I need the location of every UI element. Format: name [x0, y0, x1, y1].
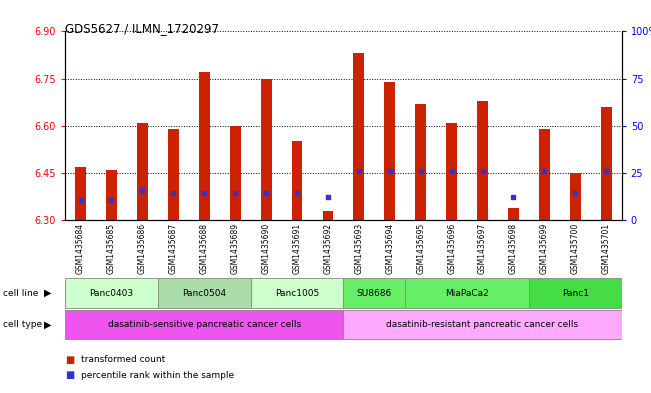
Bar [405, 279, 529, 308]
Text: Panc0504: Panc0504 [182, 289, 227, 298]
Text: GSM1435692: GSM1435692 [324, 223, 333, 274]
Text: transformed count: transformed count [81, 355, 165, 364]
Text: Panc1005: Panc1005 [275, 289, 319, 298]
Text: GSM1435687: GSM1435687 [169, 223, 178, 274]
Text: cell type: cell type [3, 320, 42, 329]
Bar [75, 167, 86, 220]
Bar [199, 72, 210, 220]
Bar [477, 101, 488, 220]
Text: SU8686: SU8686 [357, 289, 392, 298]
Text: Panc0403: Panc0403 [89, 289, 133, 298]
Text: GSM1435699: GSM1435699 [540, 223, 549, 274]
Text: GSM1435685: GSM1435685 [107, 223, 116, 274]
Text: GSM1435691: GSM1435691 [292, 223, 301, 274]
Bar [106, 170, 117, 220]
Text: GSM1435698: GSM1435698 [509, 223, 518, 274]
Text: MiaPaCa2: MiaPaCa2 [445, 289, 489, 298]
Text: GSM1435684: GSM1435684 [76, 223, 85, 274]
Bar [65, 310, 344, 339]
Text: GSM1435688: GSM1435688 [200, 223, 209, 274]
Bar [508, 208, 519, 220]
Text: ■: ■ [65, 370, 74, 380]
Bar [529, 279, 622, 308]
Bar [384, 82, 395, 220]
Bar [353, 53, 365, 220]
Text: GSM1435693: GSM1435693 [354, 223, 363, 274]
Bar [65, 279, 158, 308]
Text: dasatinib-sensitive pancreatic cancer cells: dasatinib-sensitive pancreatic cancer ce… [107, 320, 301, 329]
Text: percentile rank within the sample: percentile rank within the sample [81, 371, 234, 380]
Bar [292, 141, 303, 220]
Bar [137, 123, 148, 220]
Text: dasatinib-resistant pancreatic cancer cells: dasatinib-resistant pancreatic cancer ce… [387, 320, 579, 329]
Bar [415, 104, 426, 220]
Bar [168, 129, 179, 220]
Bar [446, 123, 457, 220]
Bar [570, 173, 581, 220]
Text: GSM1435696: GSM1435696 [447, 223, 456, 274]
Bar [251, 279, 343, 308]
Text: ▶: ▶ [44, 320, 52, 330]
Text: GSM1435697: GSM1435697 [478, 223, 487, 274]
Bar [158, 279, 251, 308]
Bar [230, 126, 241, 220]
Bar [322, 211, 333, 220]
Text: GDS5627 / ILMN_1720297: GDS5627 / ILMN_1720297 [65, 22, 219, 35]
Text: Panc1: Panc1 [562, 289, 589, 298]
Bar [539, 129, 550, 220]
Text: GSM1435689: GSM1435689 [230, 223, 240, 274]
Text: ▶: ▶ [44, 288, 52, 298]
Bar [260, 79, 271, 220]
Text: GSM1435701: GSM1435701 [602, 223, 611, 274]
Text: GSM1435686: GSM1435686 [138, 223, 147, 274]
Text: cell line: cell line [3, 289, 38, 298]
Text: GSM1435694: GSM1435694 [385, 223, 395, 274]
Bar [601, 107, 612, 220]
Bar [343, 310, 622, 339]
Bar [343, 279, 405, 308]
Text: ■: ■ [65, 354, 74, 365]
Text: GSM1435695: GSM1435695 [416, 223, 425, 274]
Text: GSM1435700: GSM1435700 [571, 223, 580, 274]
Text: GSM1435690: GSM1435690 [262, 223, 271, 274]
